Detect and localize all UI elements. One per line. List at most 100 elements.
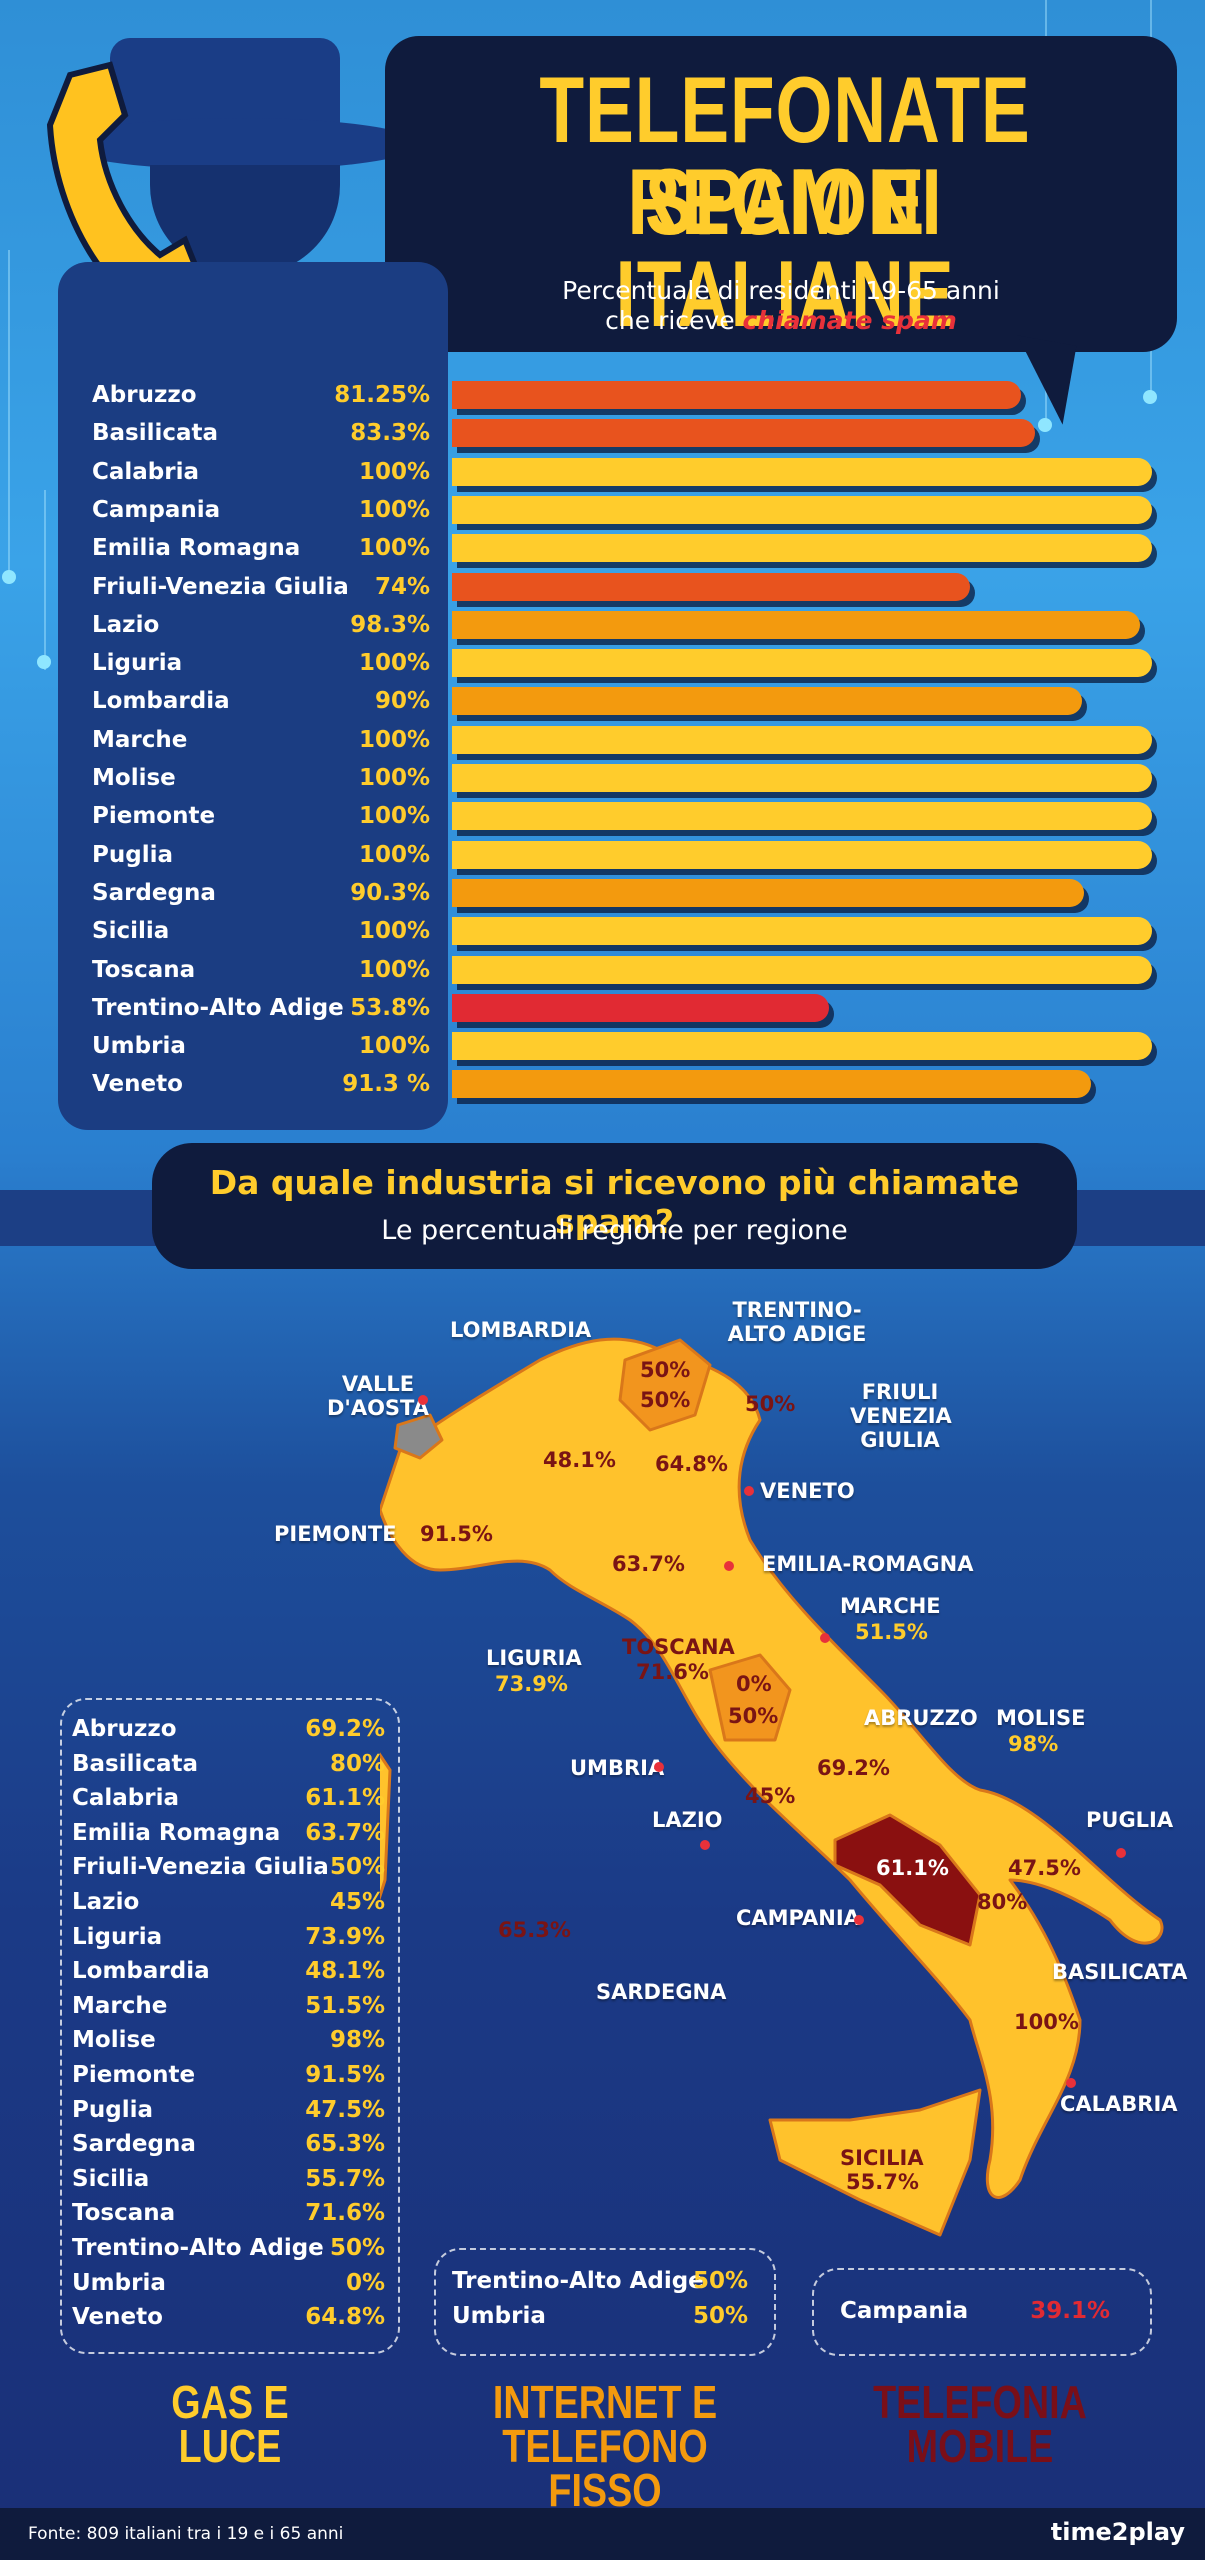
gas-luce-row-value: 55.7% [305, 2165, 385, 2192]
bar-value-label: 81.25% [334, 382, 430, 408]
bar [452, 917, 1152, 946]
map-pin [820, 1633, 830, 1643]
bar [452, 534, 1152, 563]
gas-luce-row-name: Emilia Romagna [72, 1819, 281, 1846]
gas-luce-row-name: Sardegna [72, 2131, 196, 2158]
bar-value-label: 100% [358, 956, 430, 983]
bar-category-label: Veneto [92, 1071, 183, 1098]
map-value-marche: 51.5% [855, 1620, 928, 1644]
map-value-basilicata: 80% [977, 1890, 1028, 1914]
subtitle-highlight: chiamate spam [742, 306, 957, 335]
map-value-veneto: 64.8% [655, 1452, 728, 1476]
internet-row-value: 50% [692, 2268, 748, 2294]
bar-category-label: Trentino-Alto Adige [92, 994, 344, 1021]
spy-brim-icon [60, 118, 420, 170]
bar-category-label: Emilia Romagna [92, 535, 301, 562]
bar [452, 572, 970, 601]
bar-value-label: 74% [374, 573, 430, 600]
map-label-basilicata: BASILICATA [1052, 1960, 1188, 1984]
bar-value-label: 100% [358, 535, 430, 562]
decor-dot [37, 655, 51, 669]
bar [452, 457, 1152, 486]
gas-luce-row-value: 0% [345, 2269, 385, 2296]
map-value-abruzzo: 69.2% [817, 1756, 890, 1780]
gas-luce-row-name: Trentino-Alto Adige [72, 2235, 324, 2261]
sardegna-shape [380, 1752, 392, 1902]
category-mobile-line1: TELEFONIA [873, 2376, 1087, 2428]
bar-value-label: 100% [358, 765, 430, 791]
valle-daosta-shape [393, 1413, 444, 1460]
bar-value-label: 91.3 % [342, 1071, 430, 1098]
bar-value-label: 100% [358, 803, 430, 830]
bar [452, 649, 1152, 678]
map-value-piemonte: 91.5% [420, 1522, 493, 1546]
category-mobile-line2: MOBILE [906, 2420, 1054, 2472]
gas-luce-row-name: Calabria [72, 1785, 180, 1812]
bar-category-label: Sicilia [92, 918, 170, 945]
bar-category-label: Lazio [92, 611, 160, 638]
subtitle-line2: che riceve chiamate spam [385, 306, 1177, 336]
title-banner: TELEFONATE SPAM E REGIONI ITALIANE Perce… [385, 36, 1177, 352]
subtitle: Percentuale di residenti 19-65 anni che … [385, 276, 1177, 336]
gas-luce-row-value: 91.5% [305, 2062, 385, 2088]
mobile-box [812, 2268, 1152, 2356]
gas-luce-row-value: 45% [329, 1889, 385, 1915]
decor-dot [1038, 418, 1052, 432]
map-label-veneto: VENETO [760, 1479, 855, 1503]
italy-map [380, 1337, 1164, 2237]
gas-luce-row-value: 48.1% [305, 1958, 385, 1985]
bar-category-label: Toscana [92, 956, 196, 983]
gas-luce-row-name: Friuli-Venezia Giulia [72, 1854, 329, 1881]
map-value-umbria-a: 0% [736, 1672, 772, 1696]
decor-dot [2, 570, 16, 584]
category-mobile: TELEFONIA MOBILE [865, 2376, 1095, 2472]
bar-value-label: 100% [358, 496, 430, 523]
map-label-lombardia: LOMBARDIA [450, 1318, 592, 1342]
gas-luce-row-value: 80% [329, 1750, 385, 1777]
gas-luce-row-name: Piemonte [72, 2062, 196, 2088]
bar [452, 764, 1152, 792]
gas-luce-row-name: Lazio [72, 1889, 140, 1915]
map-pin [654, 1762, 664, 1772]
gas-luce-row-name: Molise [72, 2027, 156, 2054]
bar [452, 495, 1152, 524]
map-label-lazio: LAZIO [652, 1808, 723, 1832]
category-internet-line1: INTERNET E [492, 2376, 718, 2428]
map-value-puglia: 47.5% [1008, 1856, 1081, 1880]
map-pin [700, 1840, 710, 1850]
map-label-toscana: TOSCANA [622, 1635, 735, 1659]
decor-dot [1143, 390, 1157, 404]
chart-panel [58, 262, 448, 1130]
map-label-calabria: CALABRIA [1060, 2092, 1178, 2116]
gas-luce-row-name: Umbria [72, 2269, 166, 2296]
map-value-toscana: 71.6% [636, 1660, 709, 1684]
map-pin [724, 1561, 734, 1571]
bar-category-label: Liguria [92, 650, 183, 677]
map-value-trentino-a: 50% [640, 1358, 691, 1382]
bar-category-label: Lombardia [92, 688, 230, 715]
source-note: Fonte: 809 italiani tra i 19 e i 65 anni [28, 2524, 344, 2544]
gas-luce-row-value: 50% [329, 2235, 385, 2261]
map-value-sicilia: 55.7% [846, 2170, 919, 2194]
map-value-campania: 61.1% [876, 1856, 949, 1880]
bar-category-label: Marche [92, 726, 188, 753]
map-value-molise: 98% [1008, 1732, 1059, 1756]
map-value-friuli: 50% [745, 1392, 796, 1416]
bar-value-label: 100% [358, 726, 430, 753]
bar-category-label: Sardegna [92, 879, 216, 906]
map-label-friuli: FRIULI VENEZIA GIULIA [850, 1380, 952, 1452]
map-value-calabria: 100% [1014, 2010, 1079, 2034]
bar-category-label: Campania [92, 496, 221, 523]
bar-category-label: Friuli-Venezia Giulia [92, 573, 349, 600]
brand-logo: time2play [1050, 2518, 1185, 2546]
map-label-umbria: UMBRIA [570, 1756, 665, 1780]
category-internet-line2: TELEFONO FISSO [502, 2420, 708, 2516]
bar [452, 687, 1082, 716]
bar-category-label: Piemonte [92, 803, 216, 830]
decor-line [8, 250, 10, 580]
map-label-emilia: EMILIA-ROMAGNA [762, 1552, 974, 1576]
gas-luce-row-value: 51.5% [305, 1992, 385, 2019]
map-value-sardegna: 65.3% [498, 1918, 571, 1942]
gas-luce-row-value: 47.5% [305, 2096, 385, 2123]
bar-category-label: Abruzzo [92, 382, 197, 408]
